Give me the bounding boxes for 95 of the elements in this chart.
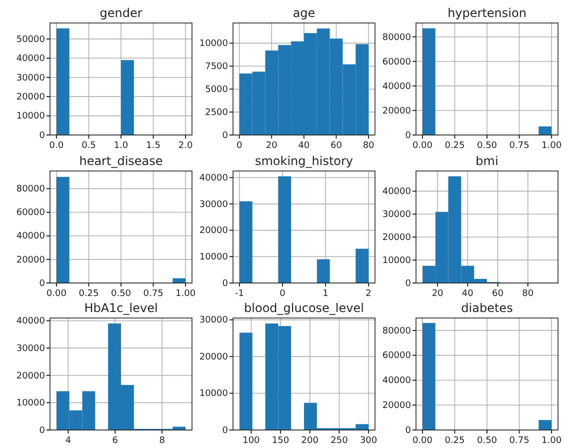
chart-title: diabetes (461, 301, 513, 315)
y-tick-label: 40000 (382, 187, 412, 198)
y-tick-label: 0 (39, 426, 46, 436)
x-tick-label: 20 (432, 289, 444, 299)
x-tick-label: 40 (462, 289, 474, 299)
y-tick-label: 10000 (199, 39, 228, 50)
x-tick-label: 0.75 (509, 436, 530, 446)
x-tick-label: 0.25 (78, 289, 99, 299)
x-tick-label: 0 (236, 141, 242, 151)
y-tick-label: 0 (405, 426, 412, 436)
chart-title: bmi (476, 154, 498, 168)
x-tick-label: 0.00 (412, 141, 433, 151)
y-tick-label: 0 (39, 130, 46, 141)
x-tick-label: 8 (159, 436, 166, 446)
x-tick-label: 60 (492, 289, 504, 299)
x-tick-label: 250 (330, 436, 348, 446)
y-tick-label: 80000 (382, 32, 412, 43)
x-tick-label: 0.75 (143, 289, 164, 299)
chart-title: blood_glucose_level (244, 301, 364, 315)
y-tick-label: 2500 (205, 108, 228, 118)
y-tick-label: 10000 (16, 398, 46, 409)
y-tick-label: 20000 (16, 255, 46, 266)
x-tick-label: 150 (272, 436, 290, 446)
y-tick-label: 30000 (199, 200, 228, 210)
x-tick-label: 0.5 (82, 141, 96, 151)
y-tick-label: 40000 (16, 232, 46, 242)
x-tick-label: 0 (280, 289, 286, 299)
y-tick-label: 20000 (199, 226, 228, 236)
y-tick-label: 80000 (382, 326, 412, 336)
x-tick-label: -1 (234, 289, 244, 299)
y-tick-label: 10000 (16, 112, 46, 122)
y-tick-label: 10000 (382, 256, 412, 266)
y-tick-label: 20000 (199, 352, 228, 362)
y-tick-label: 20000 (16, 92, 46, 102)
chart-title: hypertension (448, 6, 526, 20)
y-tick-label: 0 (405, 130, 412, 141)
x-tick-label: 300 (360, 436, 378, 446)
y-tick-label: 80000 (16, 184, 46, 195)
x-tick-label: 0.50 (476, 141, 498, 151)
x-tick-label: 1.5 (146, 141, 160, 151)
y-tick-label: 7500 (205, 62, 228, 72)
x-tick-label: 0.50 (110, 289, 132, 299)
y-tick-label: 30000 (199, 316, 228, 326)
y-tick-label: 20000 (16, 371, 46, 382)
x-tick-label: 1.00 (542, 141, 562, 151)
x-tick-label: 1.00 (176, 289, 196, 299)
x-tick-label: 40 (298, 141, 310, 151)
x-tick-label: 80 (362, 141, 375, 151)
y-tick-label: 0 (222, 426, 228, 436)
y-tick-label: 60000 (382, 351, 412, 362)
x-tick-label: 2.0 (178, 141, 193, 151)
y-tick-label: 30000 (382, 210, 412, 220)
x-tick-label: 0.00 (412, 436, 433, 446)
x-tick-label: 0.25 (444, 141, 465, 151)
y-tick-label: 60000 (382, 57, 412, 68)
chart-title: gender (100, 6, 142, 20)
x-tick-label: 0.75 (509, 141, 530, 151)
y-tick-label: 0 (405, 278, 412, 289)
x-tick-label: 0.50 (476, 436, 498, 446)
x-tick-label: 1.0 (114, 141, 128, 151)
y-tick-label: 50000 (16, 34, 46, 45)
y-tick-label: 40000 (382, 82, 412, 92)
y-tick-label: 20000 (382, 232, 412, 243)
x-tick-label: 0.25 (444, 436, 465, 446)
chart-title: age (292, 6, 316, 20)
y-tick-label: 30000 (16, 73, 46, 84)
x-tick-label: 60 (330, 141, 342, 151)
y-tick-label: 30000 (16, 344, 46, 354)
x-tick-label: 6 (112, 436, 118, 446)
y-tick-label: 20000 (382, 106, 412, 116)
x-tick-label: 4 (65, 436, 72, 446)
x-tick-label: 80 (522, 289, 534, 299)
y-tick-label: 10000 (199, 389, 228, 400)
x-tick-label: 200 (301, 436, 319, 446)
y-tick-label: 40000 (16, 316, 46, 327)
y-tick-label: 0 (39, 278, 46, 289)
y-tick-label: 20000 (382, 400, 412, 411)
y-tick-label: 40000 (199, 173, 228, 184)
y-tick-label: 10000 (199, 252, 228, 263)
x-tick-label: 20 (266, 141, 278, 151)
chart-title: heart_disease (79, 154, 163, 168)
y-tick-label: 5000 (205, 84, 228, 95)
x-tick-label: 0.0 (49, 141, 64, 151)
y-tick-label: 60000 (16, 208, 46, 218)
chart-title: smoking_history (254, 154, 354, 168)
y-tick-label: 40000 (382, 376, 412, 386)
y-tick-label: 0 (222, 130, 228, 141)
x-tick-label: 100 (242, 436, 260, 446)
y-tick-label: 40000 (16, 54, 46, 64)
chart-title: HbA1c_level (84, 301, 158, 315)
x-tick-label: 1 (322, 289, 328, 299)
y-tick-label: 0 (222, 278, 228, 289)
x-tick-label: 0.00 (46, 289, 67, 299)
x-tick-label: 2 (366, 289, 372, 299)
x-tick-label: 1.00 (542, 436, 562, 446)
